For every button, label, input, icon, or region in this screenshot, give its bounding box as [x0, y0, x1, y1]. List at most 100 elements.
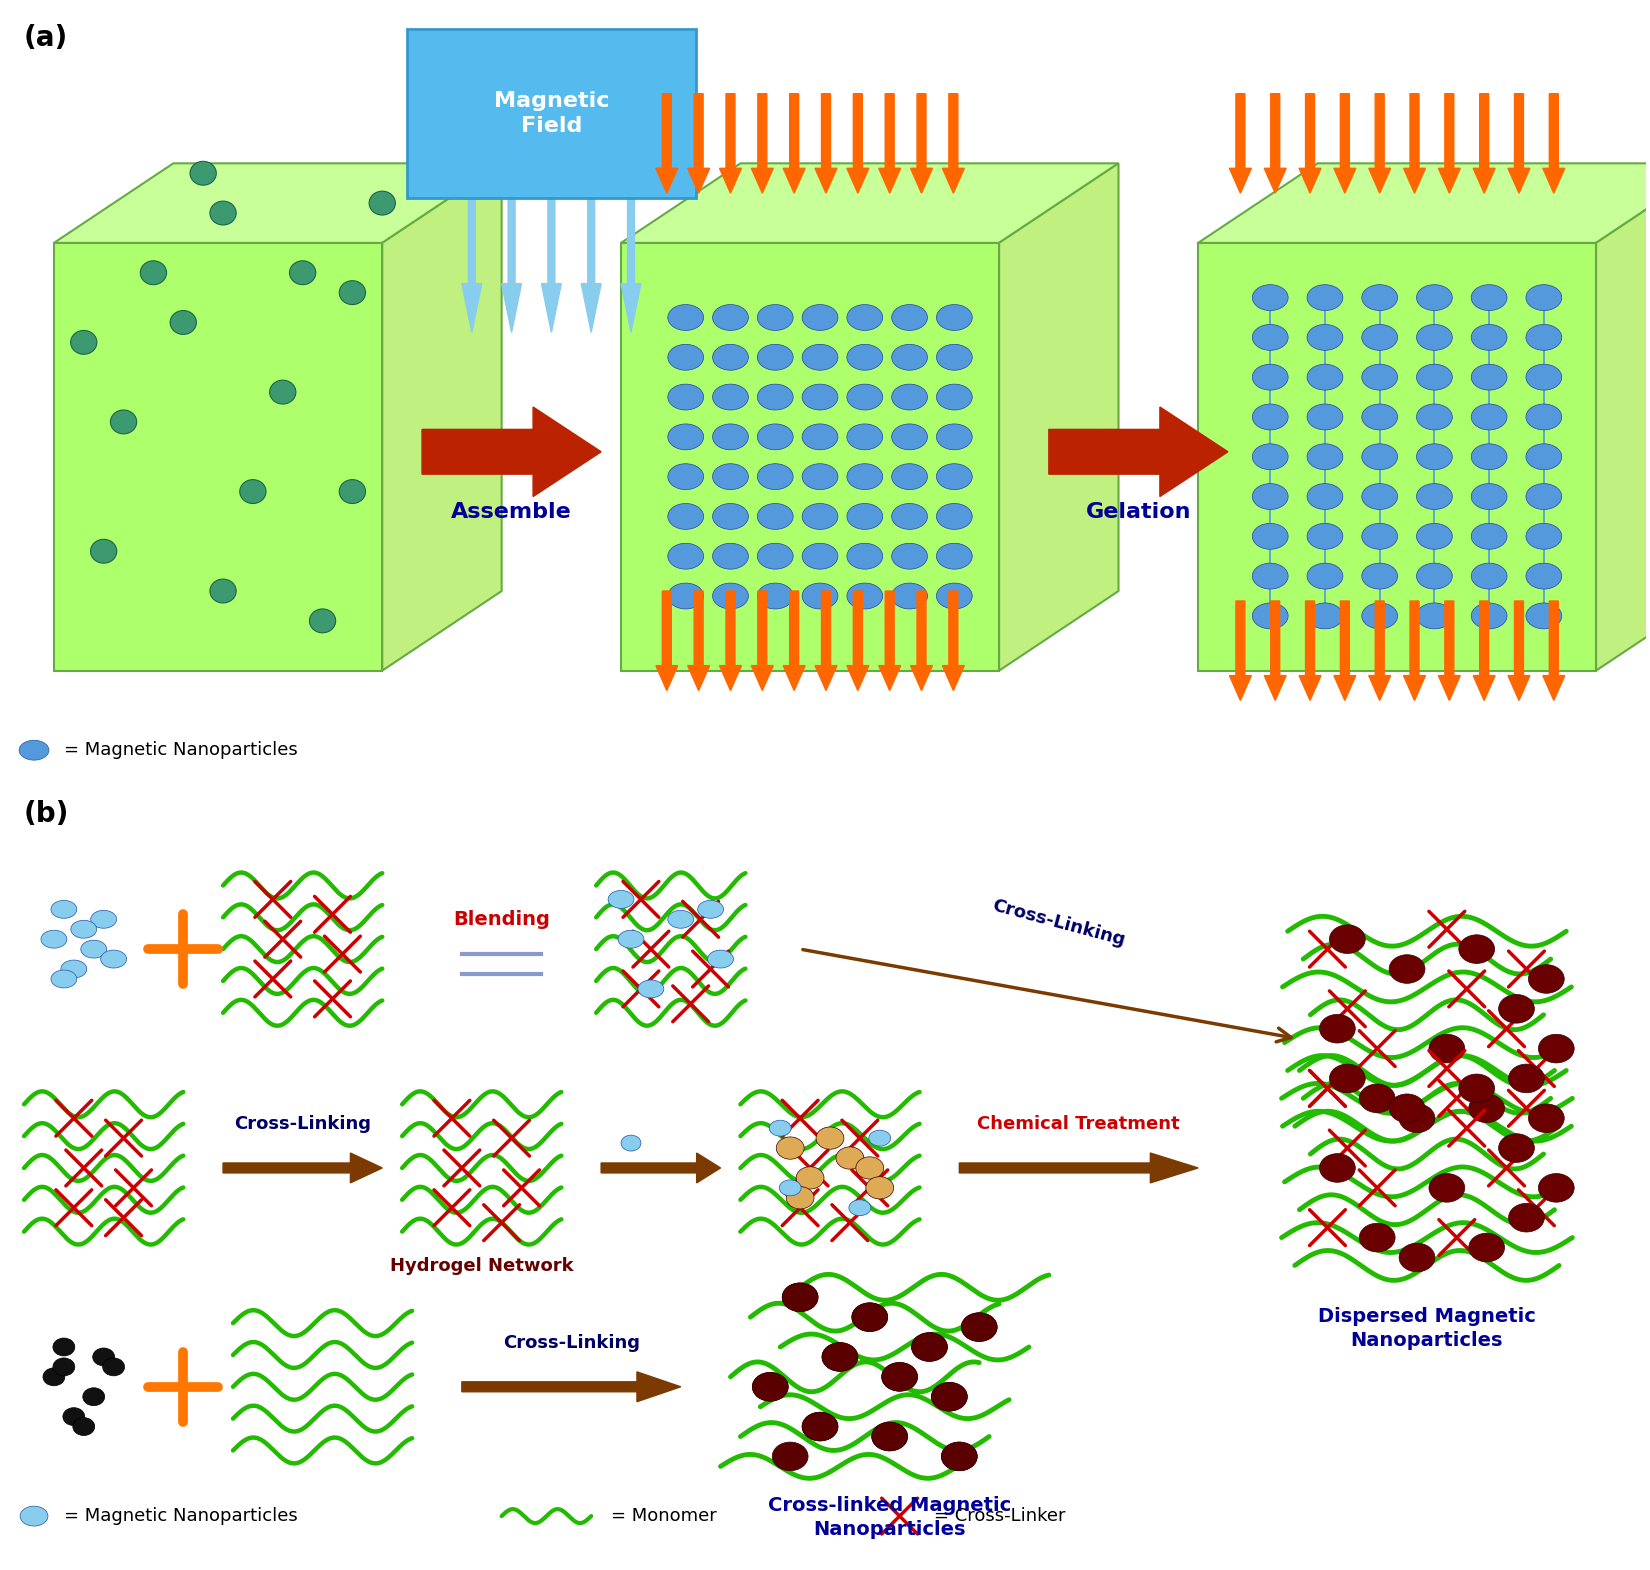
Ellipse shape: [61, 961, 87, 978]
FancyArrow shape: [942, 94, 964, 193]
Polygon shape: [383, 163, 502, 670]
Text: Magnetic
Field: Magnetic Field: [493, 91, 609, 137]
Ellipse shape: [1472, 364, 1506, 389]
Ellipse shape: [802, 463, 838, 490]
Ellipse shape: [1307, 603, 1343, 630]
Text: Gelation: Gelation: [1086, 501, 1191, 521]
Ellipse shape: [1526, 364, 1563, 389]
Ellipse shape: [772, 1443, 808, 1471]
Ellipse shape: [1526, 484, 1563, 510]
FancyArrow shape: [688, 590, 710, 691]
Ellipse shape: [757, 504, 794, 529]
Ellipse shape: [140, 261, 167, 284]
Text: (b): (b): [25, 801, 69, 827]
Ellipse shape: [1498, 994, 1534, 1024]
Ellipse shape: [817, 1127, 843, 1149]
Ellipse shape: [891, 582, 927, 609]
Ellipse shape: [782, 1283, 818, 1311]
Ellipse shape: [937, 424, 972, 449]
Ellipse shape: [1252, 523, 1289, 550]
Ellipse shape: [713, 344, 749, 371]
Ellipse shape: [1330, 925, 1365, 953]
Ellipse shape: [1307, 564, 1343, 589]
Ellipse shape: [53, 1338, 74, 1356]
Ellipse shape: [1307, 444, 1343, 469]
Ellipse shape: [91, 911, 117, 928]
Polygon shape: [620, 243, 1000, 670]
Ellipse shape: [1416, 603, 1452, 630]
Ellipse shape: [1307, 325, 1343, 350]
Polygon shape: [54, 163, 502, 243]
Ellipse shape: [1252, 564, 1289, 589]
Ellipse shape: [51, 900, 78, 918]
Ellipse shape: [289, 261, 315, 284]
Ellipse shape: [1528, 1104, 1564, 1132]
Ellipse shape: [1416, 444, 1452, 469]
Ellipse shape: [1416, 284, 1452, 311]
Ellipse shape: [802, 385, 838, 410]
Text: = Cross-Linker: = Cross-Linker: [934, 1507, 1066, 1524]
Ellipse shape: [891, 385, 927, 410]
Ellipse shape: [1472, 284, 1506, 311]
Ellipse shape: [1360, 1083, 1396, 1113]
Ellipse shape: [856, 1157, 884, 1179]
Polygon shape: [54, 243, 383, 670]
Ellipse shape: [962, 1313, 997, 1341]
Ellipse shape: [891, 543, 927, 570]
Ellipse shape: [81, 940, 107, 958]
Ellipse shape: [20, 1506, 48, 1526]
Ellipse shape: [713, 305, 749, 330]
Ellipse shape: [1361, 564, 1398, 589]
Ellipse shape: [1252, 284, 1289, 311]
Ellipse shape: [822, 1342, 858, 1371]
FancyBboxPatch shape: [408, 28, 696, 198]
FancyArrow shape: [601, 1152, 721, 1182]
Ellipse shape: [82, 1388, 104, 1405]
Ellipse shape: [310, 609, 335, 633]
Ellipse shape: [757, 543, 794, 570]
Text: Dispersed Magnetic
Nanoparticles: Dispersed Magnetic Nanoparticles: [1318, 1308, 1536, 1350]
Ellipse shape: [891, 305, 927, 330]
Ellipse shape: [1361, 484, 1398, 510]
Ellipse shape: [782, 1283, 818, 1311]
Ellipse shape: [1361, 444, 1398, 469]
Ellipse shape: [1307, 484, 1343, 510]
Ellipse shape: [870, 1130, 891, 1146]
Ellipse shape: [1526, 403, 1563, 430]
FancyArrow shape: [688, 94, 710, 193]
Ellipse shape: [802, 344, 838, 371]
Ellipse shape: [802, 582, 838, 609]
Ellipse shape: [1330, 1064, 1365, 1093]
Ellipse shape: [1361, 284, 1398, 311]
Ellipse shape: [1399, 1243, 1436, 1272]
Ellipse shape: [937, 463, 972, 490]
Ellipse shape: [1472, 603, 1506, 630]
Ellipse shape: [92, 1349, 114, 1366]
Ellipse shape: [668, 463, 703, 490]
Ellipse shape: [1508, 1203, 1544, 1232]
FancyArrow shape: [620, 193, 640, 333]
FancyArrow shape: [1543, 601, 1564, 700]
Ellipse shape: [713, 463, 749, 490]
Ellipse shape: [41, 931, 68, 948]
Ellipse shape: [1252, 484, 1289, 510]
Ellipse shape: [802, 1413, 838, 1441]
Text: Cross-linked Magnetic
Nanoparticles: Cross-linked Magnetic Nanoparticles: [767, 1496, 1011, 1539]
Ellipse shape: [1472, 523, 1506, 550]
Ellipse shape: [937, 305, 972, 330]
Ellipse shape: [1361, 603, 1398, 630]
Ellipse shape: [1361, 523, 1398, 550]
Polygon shape: [1198, 163, 1650, 243]
Ellipse shape: [370, 192, 396, 215]
Ellipse shape: [1416, 523, 1452, 550]
Text: (a): (a): [25, 24, 68, 52]
Ellipse shape: [1307, 403, 1343, 430]
Ellipse shape: [911, 1333, 947, 1361]
Ellipse shape: [1472, 484, 1506, 510]
Ellipse shape: [73, 1418, 94, 1435]
Ellipse shape: [668, 305, 703, 330]
FancyArrow shape: [1473, 601, 1495, 700]
FancyArrow shape: [1404, 601, 1426, 700]
Text: Chemical Treatment: Chemical Treatment: [977, 1115, 1180, 1134]
FancyArrow shape: [462, 193, 482, 333]
